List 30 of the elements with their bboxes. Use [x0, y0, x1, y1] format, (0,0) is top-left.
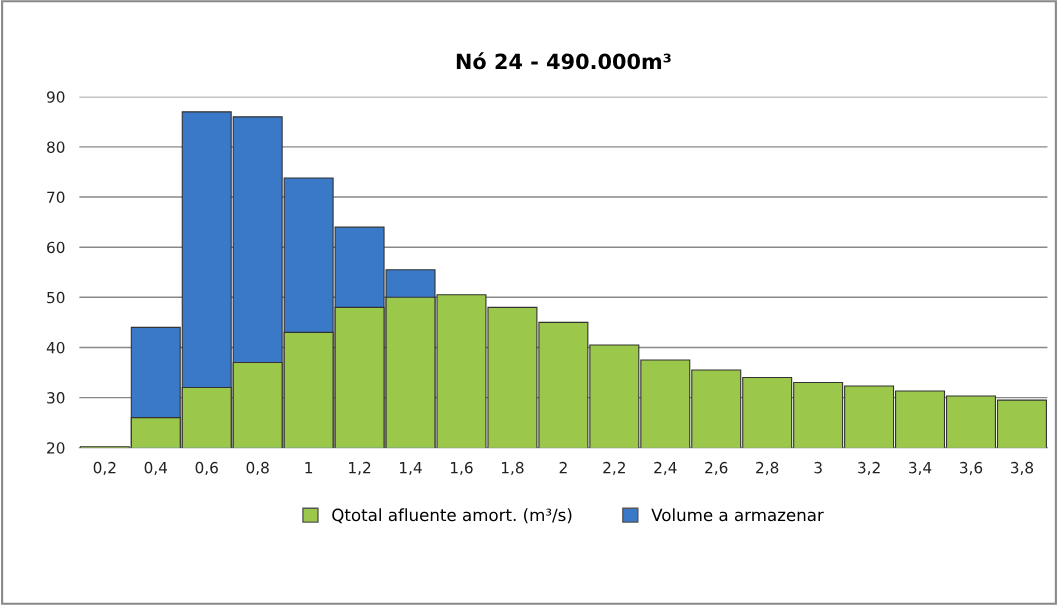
x-tick-label: 0,8: [246, 461, 269, 475]
x-tick-label: 2: [559, 461, 567, 474]
x-tick-label: 3,4: [909, 461, 932, 475]
y-tick-label: 70: [47, 191, 65, 204]
y-tick-label: 20: [47, 442, 65, 454]
x-tick-label: 0,2: [93, 461, 116, 475]
x-tick-label: 1,8: [501, 461, 524, 475]
x-tick-label: 3,8: [1010, 461, 1034, 475]
y-tick-label: 40: [46, 341, 65, 354]
x-tick-label: 3: [814, 461, 822, 474]
x-tick-label: 0,6: [195, 461, 218, 475]
y-tick-label: 80: [47, 141, 65, 153]
x-tick-label: 2,6: [705, 461, 728, 475]
x-tick-label: 1,6: [451, 461, 473, 475]
chart-title: Nó 24 - 490.000m³: [456, 52, 671, 70]
x-tick-label: 1,2: [349, 461, 371, 475]
y-tick-label: 50: [47, 291, 65, 304]
y-tick-label: 90: [46, 91, 65, 103]
x-tick-label: 2,4: [654, 461, 677, 475]
y-tick-label: 60: [47, 241, 65, 254]
x-tick-label: 3,2: [858, 461, 880, 475]
x-tick-label: 2,8: [756, 461, 779, 475]
x-tick-label: 0,4: [144, 461, 168, 475]
y-tick-label: 30: [47, 392, 65, 404]
legend-label: Volume a armazenar: [651, 508, 824, 522]
x-tick-label: 3,6: [960, 461, 983, 475]
x-tick-label: 2,2: [603, 461, 625, 475]
x-tick-label: 1,4: [400, 462, 422, 475]
x-tick-label: 1: [305, 462, 313, 474]
legend-label: Qtotal afluente amort. (m³/s): [332, 508, 572, 524]
